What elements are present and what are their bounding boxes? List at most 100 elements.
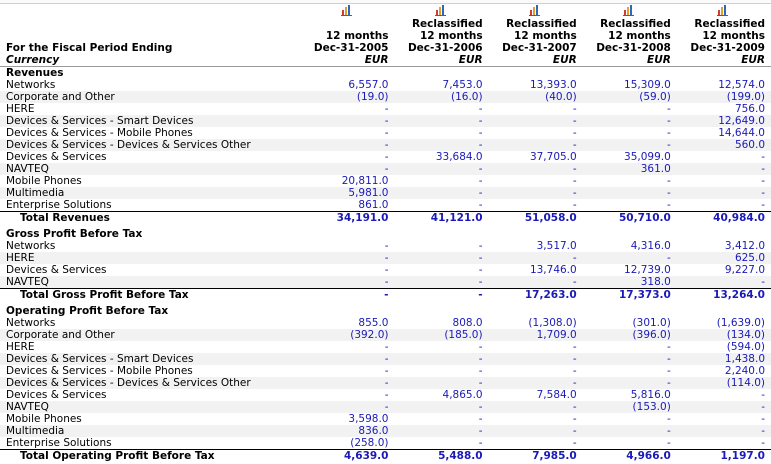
table-row-value[interactable]: - — [676, 276, 771, 289]
table-row-value[interactable]: - — [488, 377, 583, 389]
table-row-value[interactable]: 318.0 — [582, 276, 677, 289]
table-row-value[interactable]: - — [761, 175, 765, 187]
table-row-value[interactable]: - — [300, 163, 395, 175]
table-row-value[interactable]: (392.0) — [300, 329, 395, 341]
table-row-value[interactable]: 20,811.0 — [341, 175, 389, 187]
table-row-value[interactable]: - — [384, 264, 389, 276]
table-row-value[interactable]: 35,099.0 — [624, 151, 671, 163]
table-row-value[interactable]: 361.0 — [582, 163, 677, 175]
table-row-value[interactable]: - — [300, 353, 395, 365]
table-row-value[interactable]: - — [488, 401, 583, 413]
table-row-value[interactable]: - — [572, 365, 577, 377]
table-row-value[interactable]: - — [478, 103, 483, 115]
table-row-value[interactable]: - — [761, 151, 765, 163]
table-row-value[interactable]: (199.0) — [676, 91, 771, 103]
table-row-value[interactable]: - — [478, 127, 483, 139]
table-row-value[interactable]: - — [478, 240, 483, 252]
table-row-value[interactable]: - — [572, 175, 577, 187]
total-row-value[interactable]: 17,263.0 — [488, 288, 583, 301]
table-row-value[interactable]: - — [667, 365, 671, 377]
table-row-value[interactable]: - — [582, 115, 677, 127]
bar-chart-icon[interactable] — [435, 4, 447, 16]
table-row-value[interactable]: - — [384, 103, 389, 115]
table-row-value[interactable]: 7,584.0 — [536, 389, 577, 401]
table-row-value[interactable]: 12,574.0 — [718, 79, 765, 91]
table-row-value[interactable]: - — [582, 139, 677, 151]
table-row-value[interactable]: - — [394, 437, 489, 450]
table-row-value[interactable]: - — [761, 413, 765, 425]
table-row-value[interactable]: (301.0) — [632, 317, 671, 329]
table-row-value[interactable]: - — [572, 103, 577, 115]
total-row-value[interactable]: - — [394, 288, 489, 301]
table-row-value[interactable]: (594.0) — [726, 341, 765, 353]
total-row-value[interactable]: 4,639.0 — [300, 449, 395, 462]
table-row-value[interactable]: - — [394, 353, 489, 365]
table-row-value[interactable]: - — [676, 437, 771, 450]
table-row-value[interactable]: 37,705.0 — [529, 151, 577, 163]
table-row-value[interactable]: - — [478, 264, 483, 276]
table-row-value[interactable]: 855.0 — [358, 317, 389, 329]
table-row-value[interactable]: - — [676, 401, 771, 413]
table-row-value[interactable]: - — [384, 341, 389, 353]
bar-chart-icon[interactable] — [623, 4, 635, 16]
table-row-value[interactable]: - — [394, 163, 489, 175]
table-row-value[interactable]: (19.0) — [300, 91, 395, 103]
table-row-value[interactable]: 2,240.0 — [724, 365, 765, 377]
table-row-value[interactable]: (396.0) — [582, 329, 677, 341]
table-row-value[interactable]: - — [394, 252, 489, 264]
table-row-value[interactable]: - — [676, 199, 771, 212]
table-row-value[interactable]: - — [667, 413, 671, 425]
table-row-value[interactable]: (16.0) — [394, 91, 489, 103]
table-row-value[interactable]: - — [488, 425, 583, 437]
table-row-value[interactable]: - — [667, 175, 671, 187]
table-row-value[interactable]: - — [582, 377, 677, 389]
table-row-value[interactable]: - — [394, 401, 489, 413]
table-row-value[interactable]: - — [488, 252, 583, 264]
table-row-value[interactable]: 1,709.0 — [488, 329, 583, 341]
table-row-value[interactable]: 13,746.0 — [529, 264, 577, 276]
table-row-value[interactable]: - — [478, 413, 483, 425]
total-row-value[interactable]: 7,985.0 — [488, 449, 583, 462]
total-row-value[interactable]: 51,058.0 — [488, 211, 583, 224]
table-row-value[interactable]: - — [300, 139, 395, 151]
table-row-value[interactable]: (59.0) — [582, 91, 677, 103]
table-row-value[interactable]: 4,865.0 — [442, 389, 483, 401]
table-row-value[interactable]: - — [300, 276, 395, 289]
table-row-value[interactable]: 6,557.0 — [348, 79, 389, 91]
total-row-value[interactable]: 1,197.0 — [676, 449, 771, 462]
table-row-value[interactable]: 1,438.0 — [676, 353, 771, 365]
table-row-value[interactable]: - — [394, 187, 489, 199]
table-row-value[interactable]: 861.0 — [300, 199, 395, 212]
bar-chart-icon[interactable] — [529, 4, 541, 16]
table-row-value[interactable]: - — [667, 127, 671, 139]
total-row-value[interactable]: 13,264.0 — [676, 288, 771, 301]
table-row-value[interactable]: - — [488, 353, 583, 365]
table-row-value[interactable]: 625.0 — [676, 252, 771, 264]
total-row-value[interactable]: 50,710.0 — [582, 211, 677, 224]
table-row-value[interactable]: - — [582, 199, 677, 212]
total-row-value[interactable]: 17,373.0 — [582, 288, 677, 301]
table-row-value[interactable]: - — [384, 240, 389, 252]
table-row-value[interactable]: - — [384, 389, 389, 401]
table-row-value[interactable]: 756.0 — [734, 103, 765, 115]
table-row-value[interactable]: - — [582, 187, 677, 199]
table-row-value[interactable]: 4,316.0 — [630, 240, 671, 252]
table-row-value[interactable]: - — [582, 425, 677, 437]
table-row-value[interactable]: (134.0) — [676, 329, 771, 341]
table-row-value[interactable]: - — [488, 115, 583, 127]
table-row-value[interactable]: - — [478, 341, 483, 353]
table-row-value[interactable]: - — [394, 139, 489, 151]
table-row-value[interactable]: 12,739.0 — [624, 264, 671, 276]
table-row-value[interactable]: (258.0) — [300, 437, 395, 450]
table-row-value[interactable]: - — [582, 437, 677, 450]
table-row-value[interactable]: - — [488, 276, 583, 289]
table-row-value[interactable]: 33,684.0 — [435, 151, 483, 163]
table-row-value[interactable]: - — [676, 425, 771, 437]
table-row-value[interactable]: (185.0) — [394, 329, 489, 341]
table-row-value[interactable]: - — [488, 139, 583, 151]
table-row-value[interactable]: (1,308.0) — [528, 317, 577, 329]
table-row-value[interactable]: 3,598.0 — [348, 413, 389, 425]
table-row-value[interactable]: - — [667, 341, 671, 353]
table-row-value[interactable]: 15,309.0 — [624, 79, 671, 91]
table-row-value[interactable]: - — [676, 187, 771, 199]
